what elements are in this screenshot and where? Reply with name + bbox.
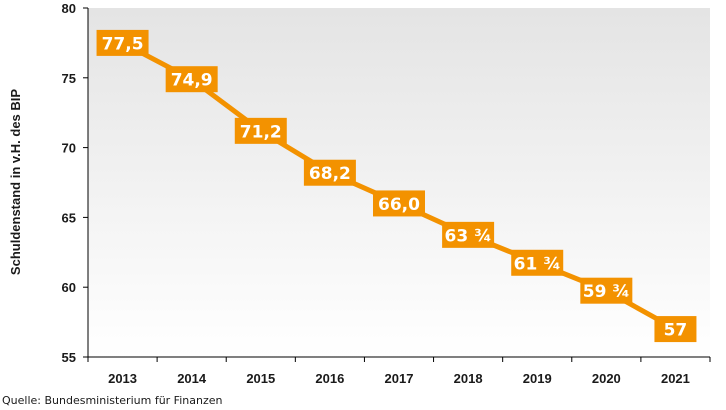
axes bbox=[87, 8, 710, 358]
x-tick-label: 2013 bbox=[108, 371, 137, 386]
y-axis-label: Schuldenstand in v.H. des BIP bbox=[8, 89, 23, 275]
x-tick-label: 2020 bbox=[592, 371, 621, 386]
data-label: 71,2 bbox=[240, 122, 282, 142]
data-label: 59 ¾ bbox=[583, 282, 630, 302]
data-label-box bbox=[234, 117, 287, 144]
y-tick-label: 75 bbox=[62, 71, 76, 86]
x-tick-label: 2021 bbox=[661, 371, 690, 386]
y-tick-label: 65 bbox=[62, 210, 76, 225]
x-tick-label: 2016 bbox=[315, 371, 344, 386]
x-tick-label: 2014 bbox=[177, 371, 207, 386]
source-note: Quelle: Bundesministerium für Finanzen bbox=[2, 394, 223, 407]
data-label: 63 ¾ bbox=[445, 226, 492, 246]
x-tick-label: 2015 bbox=[246, 371, 275, 386]
x-axis-ticks: 2013 2014 2015 2016 2017 2018 2019 2020 2021 bbox=[87, 357, 711, 386]
y-tick-label: 60 bbox=[62, 280, 76, 295]
data-label-box bbox=[654, 316, 697, 343]
data-label: 61 ¾ bbox=[514, 254, 561, 274]
y-tick-label: 55 bbox=[62, 350, 76, 365]
data-label-box bbox=[511, 249, 564, 276]
data-label-box bbox=[580, 277, 633, 304]
data-label: 77,5 bbox=[102, 34, 144, 54]
x-tick-label: 2018 bbox=[454, 371, 483, 386]
data-label: 66,0 bbox=[378, 195, 420, 215]
data-label-box bbox=[96, 29, 149, 56]
data-label-box bbox=[442, 221, 495, 248]
x-tick-label: 2017 bbox=[385, 371, 414, 386]
x-tick-label: 2019 bbox=[523, 371, 552, 386]
plot-area bbox=[88, 8, 710, 357]
data-label-box bbox=[165, 66, 218, 93]
data-labels: 77,5 74,9 71,2 68,2 66,0 63 ¾ 61 ¾ 59 ¾ 57 bbox=[96, 29, 697, 343]
data-label-box bbox=[303, 159, 356, 186]
y-tick-label: 70 bbox=[62, 141, 76, 156]
data-label-box bbox=[373, 190, 425, 217]
data-label: 68,2 bbox=[309, 164, 351, 184]
data-label: 57 bbox=[664, 321, 688, 341]
data-label: 74,9 bbox=[171, 71, 213, 91]
y-axis-ticks: 55 60 65 70 75 80 bbox=[62, 1, 88, 365]
y-tick-label: 80 bbox=[62, 1, 76, 16]
